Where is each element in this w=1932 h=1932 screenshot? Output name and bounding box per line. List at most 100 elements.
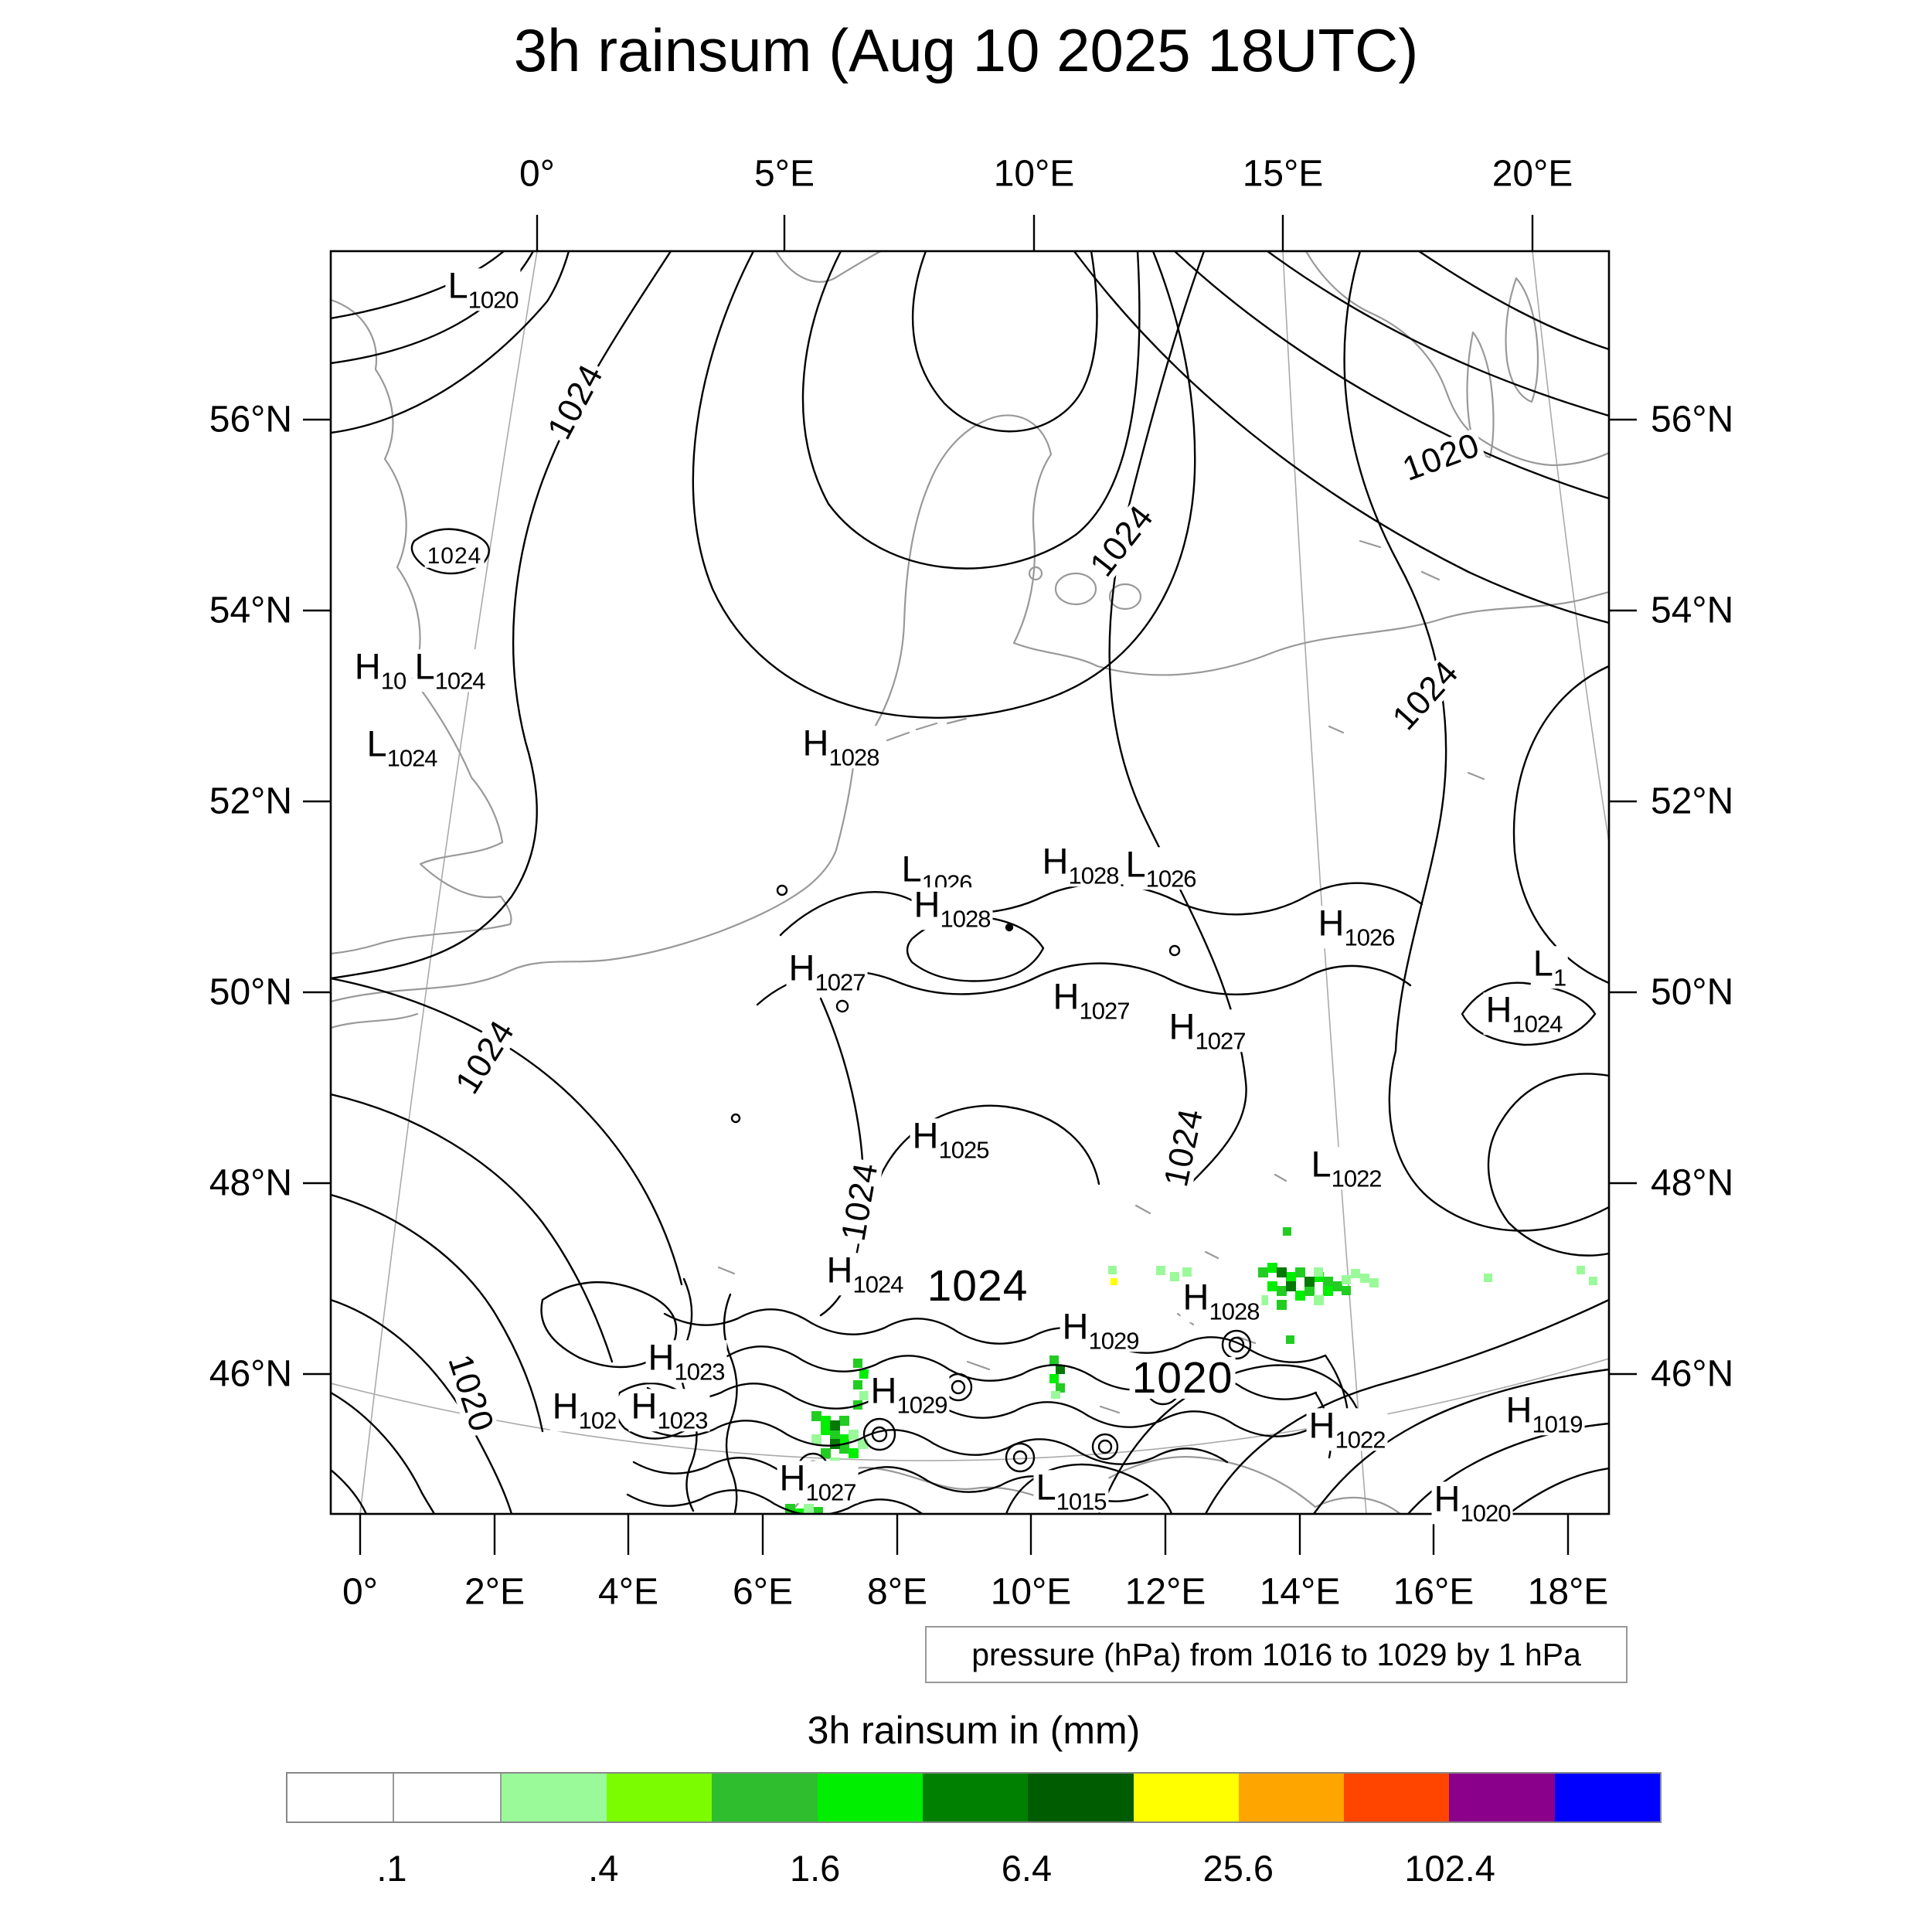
pressure-value: 1027 [805, 1478, 856, 1506]
pressure-letter: H [788, 947, 815, 988]
pressure-center-L-1024: L1024 [412, 648, 488, 695]
pressure-letter: H [912, 1114, 939, 1156]
pressure-letter: H [631, 1385, 658, 1427]
colorbar-cell-11 [1344, 1774, 1450, 1821]
pressure-center-H-1025: H1025 [910, 1117, 992, 1162]
pressure-letter: H [648, 1336, 675, 1378]
pressure-center-L-1022: L1022 [1308, 1145, 1384, 1190]
pressure-center-H-1022: H1022 [1306, 1406, 1388, 1451]
pressure-letter: H [354, 645, 381, 687]
pressure-value: 1024 [852, 1270, 903, 1298]
axis-label-bottom-18°E: 18°E [1527, 1571, 1609, 1613]
pressure-value: 1029 [896, 1391, 947, 1419]
contour-label-1024-27: 1024 [924, 1264, 1031, 1308]
pressure-value: 1023 [657, 1406, 708, 1434]
colorbar [286, 1772, 1662, 1823]
axis-label-right-52°N: 52°N [1651, 781, 1734, 822]
colorbar-tick-.4: .4 [588, 1848, 619, 1889]
axis-label-right-56°N: 56°N [1651, 399, 1734, 440]
alpine-contour [723, 1293, 738, 1514]
pressure-letter: L [1532, 942, 1553, 984]
pressure-letter: H [1434, 1478, 1461, 1519]
pressure-center-H-1028: H1028 [800, 724, 882, 769]
page-title: 3h rainsum (Aug 10 2025 18UTC) [513, 16, 1419, 84]
colorbar-cell-10 [1238, 1774, 1345, 1821]
axis-label-top-15°E: 15°E [1242, 153, 1324, 195]
pressure-value: 1019 [1532, 1410, 1583, 1438]
pressure-value: 1020 [1460, 1499, 1511, 1527]
pressure-center-H-1027: H1027 [786, 949, 868, 996]
pressure-letter: H [802, 722, 829, 764]
pressure-caption-text: pressure (hPa) from 1016 to 1029 by 1 hP… [971, 1636, 1581, 1672]
axis-label-bottom-16°E: 16°E [1393, 1571, 1475, 1613]
contour-label-1020-34: 1020 [1129, 1355, 1236, 1400]
colorbar-cell-5 [712, 1774, 818, 1821]
pressure-center-L-1020: L1020 [445, 267, 521, 314]
axis-label-right-54°N: 54°N [1651, 590, 1734, 631]
pressure-letter: H [1062, 1305, 1089, 1347]
pressure-letter: H [1505, 1389, 1532, 1430]
alpine-contour [663, 1308, 1327, 1363]
pressure-center-H-1027: H1027 [1050, 978, 1132, 1025]
pressure-center-H-1028: H1028 [1180, 1278, 1262, 1323]
pressure-letter: H [1308, 1404, 1335, 1446]
pressure-center-H-1024: H1024 [824, 1251, 906, 1298]
pressure-letter: H [1168, 1005, 1196, 1047]
pressure-letter: H [1318, 902, 1345, 944]
axis-label-left-48°N: 48°N [209, 1162, 292, 1204]
pressure-value: 1024 [1512, 1010, 1563, 1038]
pressure-value: 1027 [815, 968, 866, 996]
pressure-letter: L [1125, 843, 1146, 885]
pressure-value: 1029 [1088, 1327, 1139, 1355]
pressure-value: 1024 [386, 744, 438, 772]
axis-label-bottom-2°E: 2°E [464, 1571, 525, 1613]
pressure-value: 1023 [674, 1358, 725, 1386]
axis-label-left-54°N: 54°N [209, 590, 292, 631]
axis-label-bottom-6°E: 6°E [733, 1571, 793, 1613]
colorbar-tick-1.6: 1.6 [789, 1848, 841, 1889]
pressure-center-L-1026: L1026 [1123, 845, 1199, 893]
pressure-letter: H [1182, 1276, 1209, 1318]
axis-label-left-46°N: 46°N [209, 1353, 292, 1395]
pressure-letter: H [779, 1457, 806, 1498]
axis-label-top-20°E: 20°E [1492, 153, 1573, 195]
rain-shading [785, 1227, 1597, 1514]
axis-label-bottom-10°E: 10°E [990, 1571, 1072, 1613]
pressure-value: 1024 [434, 667, 486, 695]
pressure-letter: H [1042, 840, 1069, 882]
pressure-center-L-1024: L1024 [364, 725, 440, 772]
pressure-center-H-1027: H1027 [777, 1459, 859, 1506]
pressure-letter: L [901, 848, 922, 889]
pressure-value: 1 [1553, 964, 1566, 992]
pressure-center-H-1024: H1024 [1483, 991, 1565, 1038]
colorbar-cell-8 [1028, 1774, 1134, 1821]
pressure-value: 10 [380, 667, 406, 695]
pressure-center-H-1028: H1028 [1039, 842, 1121, 889]
alpine-contour [638, 1420, 1229, 1465]
pressure-center-H-1023: H1023 [628, 1387, 710, 1434]
pressure-value: 1026 [1344, 923, 1395, 951]
colorbar-cell-12 [1449, 1774, 1555, 1821]
pressure-center-H-1028: H1028 [911, 886, 993, 933]
colorbar-cell-3 [501, 1774, 607, 1821]
pressure-letter: L [1036, 1466, 1056, 1508]
pressure-letter: L [1311, 1143, 1332, 1185]
pressure-letter: H [552, 1385, 579, 1427]
axis-label-left-50°N: 50°N [209, 971, 292, 1013]
pressure-value: 1015 [1056, 1488, 1107, 1515]
pressure-value: 1028 [940, 905, 991, 933]
axis-label-left-52°N: 52°N [209, 781, 292, 822]
colorbar-tick-102.4: 102.4 [1404, 1848, 1495, 1889]
colorbar-cell-9 [1133, 1774, 1239, 1821]
colorbar-cell-7 [922, 1774, 1029, 1821]
axis-label-right-46°N: 46°N [1651, 1353, 1734, 1395]
pressure-value: 1020 [468, 286, 519, 314]
pressure-value: 1027 [1079, 997, 1130, 1025]
pressure-value: 1026 [1145, 865, 1197, 893]
colorbar-cell-1 [287, 1774, 395, 1821]
pressure-center-H-1029: H1029 [1060, 1308, 1141, 1355]
pressure-value: 1028 [1068, 862, 1119, 889]
pressure-center-H-1020: H1020 [1431, 1478, 1513, 1527]
colorbar-cell-6 [817, 1774, 923, 1821]
